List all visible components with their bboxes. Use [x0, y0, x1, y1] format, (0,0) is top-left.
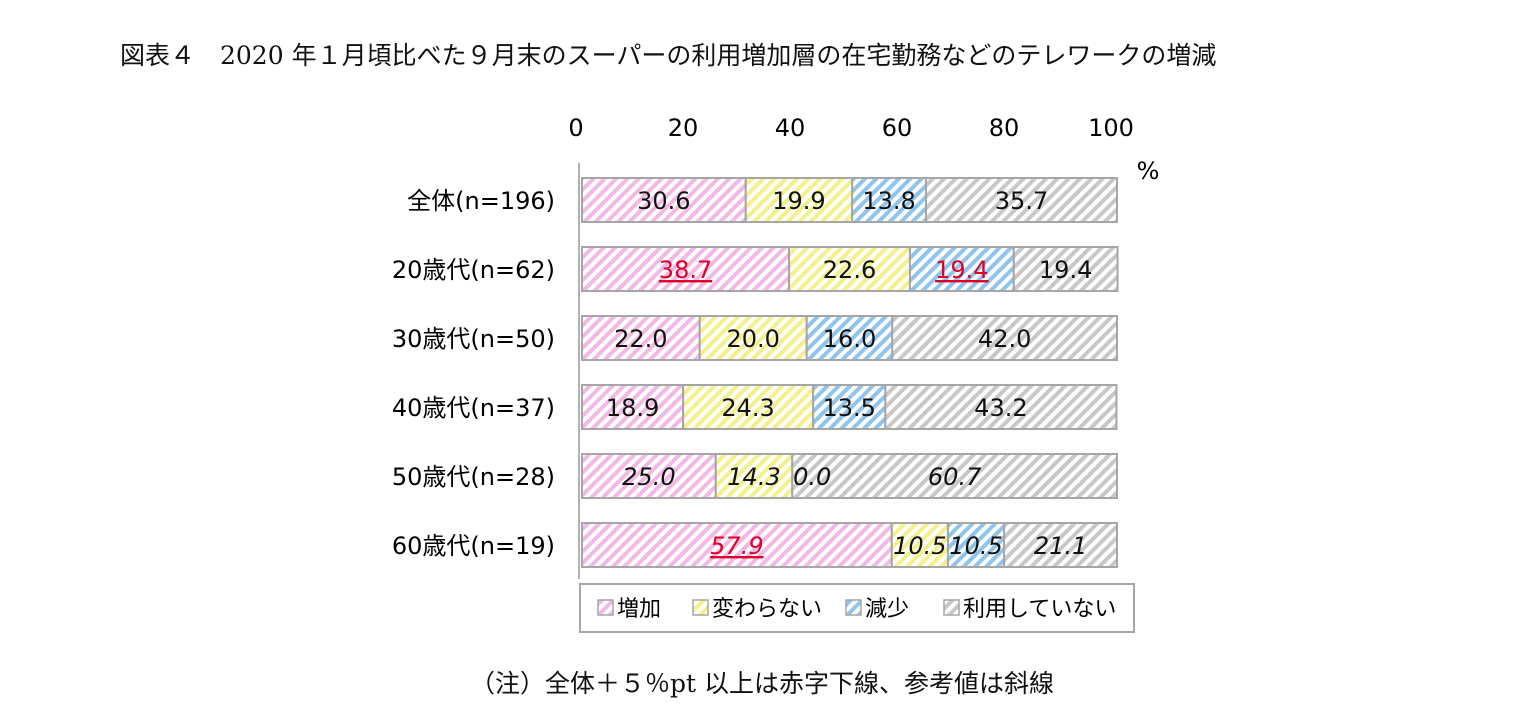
category-label: 60歳代(n=19) [392, 532, 555, 560]
data-label: 10.5 [893, 532, 946, 560]
data-label: 42.0 [978, 325, 1031, 353]
x-axis-unit: % [1137, 157, 1160, 185]
category-label: 50歳代(n=28) [392, 463, 555, 491]
bar-segment [581, 522, 893, 568]
bar-segment [682, 384, 815, 430]
category-label: 20歳代(n=62) [392, 256, 555, 284]
bar-segment [805, 315, 894, 361]
bar-segment [714, 453, 794, 499]
data-label: 13.8 [862, 187, 915, 215]
data-label: 22.0 [614, 325, 667, 353]
bar-segment [1003, 522, 1118, 568]
bar-segment [851, 177, 928, 223]
bar-segment [884, 384, 1118, 430]
data-label: 20.0 [726, 325, 779, 353]
data-label: 38.7 [659, 256, 712, 284]
legend-label: 変わらない [712, 597, 822, 622]
data-labels: 30.6 19.9 13.8 35.7 38.7 22.6 19.4 19.4 22.0 20.0… [606, 187, 1093, 560]
data-label: 14.3 [727, 463, 780, 491]
bar-segment [788, 246, 911, 292]
chart-title: 図表４ 2020 年１月頃比べた９月末のスーパーの利用増加層の在宅勤務などのテレ… [120, 41, 1217, 70]
legend-label: 減少 [865, 597, 909, 622]
category-labels: 全体(n=196) 20歳代(n=62) 30歳代(n=50) 40歳代(n=37) 5… [392, 187, 555, 560]
legend-swatch [845, 599, 862, 616]
bar-segment [791, 453, 1118, 499]
bar-segment [581, 384, 685, 430]
category-label: 30歳代(n=50) [392, 325, 555, 353]
bars [581, 177, 1119, 568]
bar-segment [698, 315, 808, 361]
data-label: 30.6 [637, 187, 690, 215]
legend-label: 利用していない [963, 597, 1116, 622]
footnote: （注）全体＋５％pt 以上は赤字下線、参考値は斜線 [470, 669, 1054, 698]
x-tick-label: 100 [1088, 114, 1134, 142]
bar-segment [890, 522, 949, 568]
bar-segment [581, 177, 747, 223]
data-label: 21.1 [1034, 532, 1087, 560]
data-label: 43.2 [974, 394, 1027, 422]
legend-swatch [692, 599, 709, 616]
x-tick-label: 20 [668, 114, 699, 142]
data-label: 18.9 [606, 394, 659, 422]
bar-segment [891, 315, 1118, 361]
data-label: 25.0 [622, 463, 675, 491]
x-axis-ticks: 0 20 40 60 80 100 [568, 114, 1134, 142]
legend-swatch [597, 599, 614, 616]
x-tick-label: 40 [775, 114, 806, 142]
bar-segment [744, 177, 854, 223]
data-label: 16.0 [823, 325, 876, 353]
category-label: 全体(n=196) [407, 187, 555, 215]
data-label: 19.4 [935, 256, 988, 284]
bar-segment [1012, 246, 1119, 292]
data-label: 13.5 [823, 394, 876, 422]
data-label: 0.0 [793, 463, 831, 491]
data-label: 22.6 [823, 256, 876, 284]
x-tick-label: 60 [882, 114, 913, 142]
data-label: 19.9 [772, 187, 825, 215]
category-label: 40歳代(n=37) [392, 394, 555, 422]
legend-swatch [943, 599, 960, 616]
bar-segment [925, 177, 1118, 223]
x-tick-label: 0 [568, 114, 583, 142]
data-label: 24.3 [721, 394, 774, 422]
bar-segment [946, 522, 1006, 568]
legend: 増加 変わらない 減少 利用していない [579, 583, 1135, 633]
data-label: 60.7 [928, 463, 982, 491]
data-label: 19.4 [1039, 256, 1092, 284]
data-label: 57.9 [710, 532, 763, 560]
legend-label: 増加 [617, 597, 661, 622]
x-tick-label: 80 [989, 114, 1020, 142]
data-label: 10.5 [949, 532, 1002, 560]
data-label: 35.7 [995, 187, 1048, 215]
